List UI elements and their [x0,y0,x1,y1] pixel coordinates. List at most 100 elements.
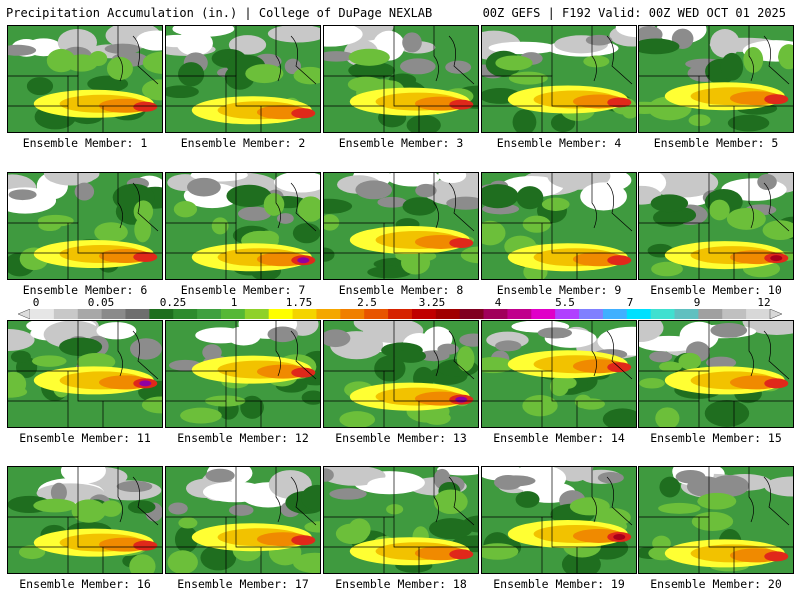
run-valid-time: 00Z GEFS | F192 Valid: 00Z WED OCT 01 20… [482,6,786,20]
colorbar-segment [459,309,484,319]
precip-maximum [764,551,789,562]
colorbar-tick-label: 4 [494,296,502,309]
light-precip-area [104,43,141,55]
precip-maximum [764,94,789,105]
precip-field [639,467,793,573]
precip-area [659,476,681,498]
light-precip-area [537,327,572,339]
precip-area [778,44,793,70]
ensemble-member-map [7,466,163,574]
precip-area [245,64,284,84]
colorbar-segment [579,309,604,319]
ensemble-member-map [481,466,637,574]
light-precip-area [8,44,37,56]
precip-area [726,207,766,230]
colorbar-segment [650,309,675,319]
colorbar-segment [555,309,580,319]
precip-area [574,394,592,409]
colorbar-tick-label: 5.5 [555,296,575,309]
precip-field [482,321,636,427]
state-border [606,182,633,232]
state-border [482,516,636,548]
state-border [448,182,475,232]
state-border [763,182,790,232]
precip-area [127,500,156,514]
dry-area [438,173,467,183]
dry-area [648,173,719,198]
precip-area [515,491,540,508]
ensemble-member-label: Ensemble Member: 18 [335,577,467,591]
precip-field [482,26,636,132]
state-border [275,467,281,523]
ensemble-member-label: Ensemble Member: 14 [493,431,625,445]
state-border [639,75,793,107]
light-precip-area [324,51,356,62]
state-border [166,370,320,402]
state-border [763,35,790,85]
colorbar-tick-label: 9 [693,296,701,309]
state-border [275,321,281,377]
dry-area [367,477,406,493]
light-precip-area [675,469,706,484]
precip-area [94,222,128,243]
light-precip-area [50,482,67,503]
ensemble-member-map [7,25,163,133]
ensemble-member-label: Ensemble Member: 1 [22,136,148,150]
precip-area [522,395,558,417]
precip-area [166,85,199,99]
precip-area [395,349,426,363]
precip-area [697,492,737,510]
ensemble-member-label: Ensemble Member: 15 [650,431,782,445]
dry-area [764,476,793,497]
precip-area [456,346,475,372]
colorbar-tick-label: 0.25 [159,296,187,309]
colorbar-segment [244,309,270,319]
dry-area [324,26,363,47]
state-border [606,330,633,380]
dry-area [60,467,106,484]
precip-area [569,497,610,516]
precip-field [8,467,162,573]
precip-field [482,467,636,573]
precip-area [178,517,198,529]
dry-area [96,322,137,340]
ensemble-member-map [323,320,479,428]
state-border [482,75,636,107]
colorbar-segment [125,309,150,319]
light-precip-area [495,340,522,352]
state-border [275,173,281,229]
precip-area [76,352,116,371]
ensemble-member-label: Ensemble Member: 2 [180,136,306,150]
precip-area [541,197,570,211]
state-border [290,182,317,232]
ensemble-member-map [481,172,637,280]
light-precip-area [187,177,221,197]
dry-area [597,326,636,356]
precip-area [460,246,478,264]
state-border [117,321,123,377]
precip-area [18,545,46,560]
state-border [748,321,754,377]
precip-area [134,216,152,243]
precip-area [211,217,229,235]
state-border [117,26,123,82]
colorbar-segment [197,309,222,319]
colorbar-tick-label: 0.05 [87,296,115,309]
colorbar-segment [30,309,55,319]
precip-area [583,55,610,68]
precip-area [324,247,335,262]
state-border [8,222,162,254]
state-border [433,467,439,523]
light-precip-area [329,488,367,500]
dry-area [136,30,162,51]
precip-area [639,377,665,389]
precip-area [508,71,548,85]
light-precip-area [459,333,478,347]
dry-area [639,321,664,343]
precip-area [556,376,577,390]
precip-area [727,114,770,132]
light-precip-area [205,468,235,483]
precip-area [59,337,103,357]
ensemble-member-label: Ensemble Member: 20 [650,577,782,591]
precip-area [133,200,154,223]
